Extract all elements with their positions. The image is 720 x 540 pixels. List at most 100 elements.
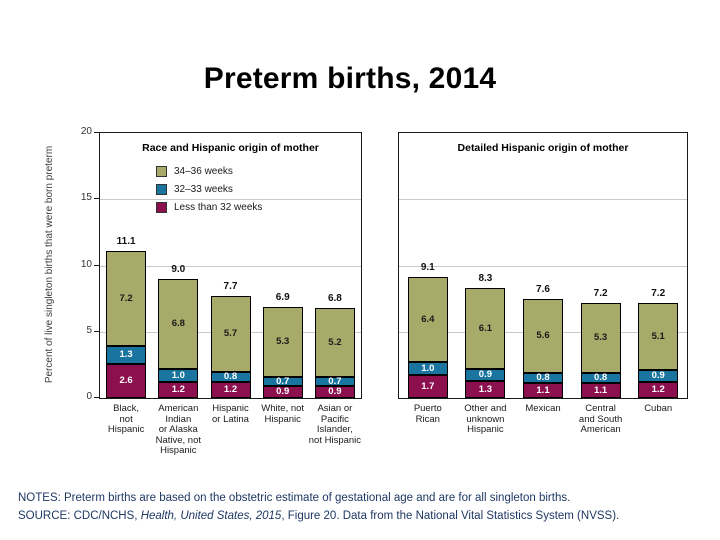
category-label: Asian or Pacific Islander, not Hispanic xyxy=(308,403,362,446)
y-tick-mark xyxy=(94,132,99,133)
page-title: Preterm births, 2014 xyxy=(203,62,497,95)
bar-value-label: 0.8 xyxy=(223,371,238,383)
bar-segment: 1.0 xyxy=(158,368,199,383)
bar-value-label: 6.1 xyxy=(478,322,492,334)
y-tick-mark xyxy=(94,330,99,332)
source-title-italic: Health, United States, 2015 xyxy=(140,509,282,522)
bar-total-label: 9.1 xyxy=(420,262,435,274)
bar-segment: 5.3 xyxy=(580,302,621,373)
bar-segment: 6.8 xyxy=(158,278,199,369)
category-label: Puerto Rican xyxy=(413,403,442,425)
bar-segment: 6.4 xyxy=(407,277,448,363)
source-prefix: SOURCE: CDC/NCHS, xyxy=(18,509,141,522)
bar-total-label: 7.6 xyxy=(536,283,550,295)
bar-value-label: 5.7 xyxy=(223,327,238,339)
chart-panel-race-origin: Race and Hispanic origin of mother 34–36 … xyxy=(99,132,362,456)
legend-item: 32–33 weeks xyxy=(156,184,262,195)
bar-value-label: 5.2 xyxy=(328,336,342,348)
source-line: SOURCE: CDC/NCHS, Health, United States,… xyxy=(18,508,708,526)
bar-segment: 2.6 xyxy=(106,363,147,398)
legend: 34–36 weeks 32–33 weeks Less than 32 weeks xyxy=(156,166,262,220)
bar-segment: 0.8 xyxy=(523,372,563,384)
bar-value-label: 1.7 xyxy=(421,380,435,392)
bar-segment: 1.0 xyxy=(407,362,448,376)
bar-value-label: 5.3 xyxy=(276,335,290,347)
bar-segment: 5.1 xyxy=(638,302,679,371)
bar-value-label: 1.0 xyxy=(171,369,185,381)
bar-value-label: 7.2 xyxy=(119,292,133,304)
y-tick-label: 5 xyxy=(86,324,92,336)
bar-segment: 1.3 xyxy=(465,380,506,398)
bar-value-label: 1.3 xyxy=(119,349,133,361)
bar-segment: 1.2 xyxy=(158,382,199,398)
bar-segment: 7.2 xyxy=(106,250,147,347)
legend-item: Less than 32 weeks xyxy=(156,202,262,213)
legend-item: 34–36 weeks xyxy=(156,166,262,177)
category-label: Other and unknown Hispanic xyxy=(464,403,507,435)
y-tick-mark xyxy=(94,198,99,200)
legend-swatch xyxy=(156,202,167,213)
y-axis-label: Percent of live singleton births that we… xyxy=(44,145,56,384)
bar-segment: 0.9 xyxy=(638,370,679,383)
legend-label: 32–33 weeks xyxy=(174,184,233,195)
bar-segment: 0.9 xyxy=(465,368,506,381)
bar-total-label: 7.2 xyxy=(651,287,666,299)
bar-segment: 0.8 xyxy=(210,371,251,383)
gridline xyxy=(399,199,687,201)
y-tick-label: 20 xyxy=(80,126,92,137)
bar-value-label: 5.3 xyxy=(593,331,608,343)
bar-value-label: 2.6 xyxy=(119,375,133,387)
y-tick-mark xyxy=(94,264,99,266)
y-axis-label-wrap: Percent of live singleton births that we… xyxy=(42,132,58,397)
bar-segment: 1.2 xyxy=(210,382,251,398)
legend-label: Less than 32 weeks xyxy=(174,202,263,213)
bar-value-label: 0.7 xyxy=(276,375,290,387)
bar-segment: 6.1 xyxy=(465,288,506,369)
bar-value-label: 0.9 xyxy=(478,369,492,381)
bar-segment: 1.3 xyxy=(106,346,147,364)
category-label: Cuban xyxy=(644,403,673,414)
bar-segment: 5.6 xyxy=(523,298,563,373)
legend-label: 34–36 weeks xyxy=(174,166,233,177)
y-tick-label: 10 xyxy=(80,258,92,270)
bar-value-label: 1.2 xyxy=(651,384,665,396)
panel-title: Race and Hispanic origin of mother xyxy=(142,142,319,154)
bar-segment: 0.9 xyxy=(262,386,303,398)
category-label: Black, not Hispanic xyxy=(107,403,145,435)
bar-segment: 5.3 xyxy=(262,306,303,377)
gridline xyxy=(399,265,687,267)
bar-value-label: 0.9 xyxy=(651,370,665,382)
bar-segment: 0.7 xyxy=(262,375,303,387)
category-label: White, not Hispanic xyxy=(261,403,305,425)
bar-value-label: 0.9 xyxy=(328,386,342,398)
panel-title: Detailed Hispanic origin of mother xyxy=(457,142,629,154)
bar-segment: 1.2 xyxy=(638,382,679,398)
chart-panel-detailed-hispanic-origin: Detailed Hispanic origin of mother 1.7 1.0… xyxy=(398,132,688,435)
bar-total-label: 9.0 xyxy=(171,263,186,275)
category-label: Central and South American xyxy=(578,403,623,435)
bar-total-label: 11.1 xyxy=(116,235,136,247)
bar-total-label: 6.9 xyxy=(275,291,290,303)
bar-total-label: 8.3 xyxy=(478,273,493,285)
bar-value-label: 0.9 xyxy=(276,386,290,398)
bar-value-label: 6.4 xyxy=(421,314,435,326)
bar-value-label: 6.8 xyxy=(171,318,185,330)
category-label: Hispanic or Latina xyxy=(212,403,249,425)
legend-swatch xyxy=(156,184,167,195)
bar-segment: 5.7 xyxy=(210,295,251,372)
legend-swatch xyxy=(156,166,167,177)
bar-value-label: 1.1 xyxy=(593,384,608,396)
bar-segment: 0.9 xyxy=(314,386,355,398)
bar-segment: 1.1 xyxy=(580,383,621,398)
source-suffix: , Figure 20. Data from the National Vita… xyxy=(281,509,620,522)
bar-value-label: 0.7 xyxy=(328,375,342,387)
gridline xyxy=(100,265,361,267)
bar-value-label: 1.1 xyxy=(536,384,550,396)
bar-total-label: 6.8 xyxy=(327,292,342,304)
category-label: American Indian or Alaska Native, not Hispan… xyxy=(155,403,201,456)
y-tick-label: 0 xyxy=(86,391,92,402)
bar-segment: 5.2 xyxy=(314,307,355,377)
bar-segment: 0.8 xyxy=(580,372,621,384)
notes-line: NOTES: Preterm births are based on the o… xyxy=(18,492,571,504)
